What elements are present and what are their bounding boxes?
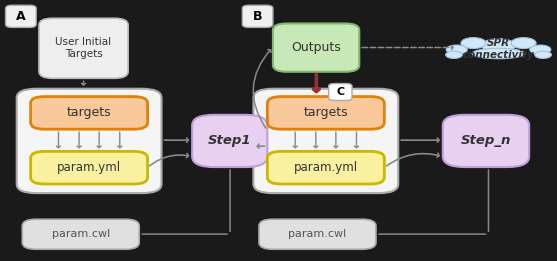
FancyBboxPatch shape: [6, 5, 36, 27]
FancyBboxPatch shape: [192, 115, 267, 167]
Text: param.yml: param.yml: [294, 161, 358, 174]
Ellipse shape: [535, 51, 551, 58]
FancyBboxPatch shape: [267, 97, 384, 129]
FancyBboxPatch shape: [259, 219, 376, 249]
FancyBboxPatch shape: [253, 89, 398, 193]
Ellipse shape: [472, 48, 525, 59]
Ellipse shape: [511, 38, 536, 49]
FancyBboxPatch shape: [242, 5, 273, 27]
Text: A: A: [16, 10, 26, 23]
Text: B: B: [253, 10, 263, 23]
FancyBboxPatch shape: [329, 84, 352, 100]
Text: targets: targets: [67, 106, 111, 119]
Text: param.cwl: param.cwl: [52, 229, 110, 239]
Ellipse shape: [461, 38, 486, 49]
Ellipse shape: [446, 51, 462, 58]
FancyBboxPatch shape: [17, 89, 162, 193]
Text: Step_n: Step_n: [461, 134, 511, 147]
Text: C: C: [336, 87, 344, 97]
Ellipse shape: [446, 45, 467, 54]
Ellipse shape: [482, 38, 515, 53]
Text: Step1: Step1: [208, 134, 252, 147]
Text: param.cwl: param.cwl: [289, 229, 346, 239]
FancyBboxPatch shape: [22, 219, 139, 249]
FancyBboxPatch shape: [31, 151, 148, 184]
Text: param.yml: param.yml: [57, 161, 121, 174]
Text: targets: targets: [304, 106, 348, 119]
Ellipse shape: [530, 45, 551, 54]
FancyBboxPatch shape: [443, 115, 529, 167]
FancyBboxPatch shape: [273, 23, 359, 72]
FancyBboxPatch shape: [39, 18, 128, 78]
FancyBboxPatch shape: [267, 151, 384, 184]
Text: Outputs: Outputs: [291, 41, 341, 54]
Text: User Initial
Targets: User Initial Targets: [56, 38, 111, 59]
FancyBboxPatch shape: [31, 97, 148, 129]
Text: SPR
connectivity: SPR connectivity: [463, 38, 534, 60]
